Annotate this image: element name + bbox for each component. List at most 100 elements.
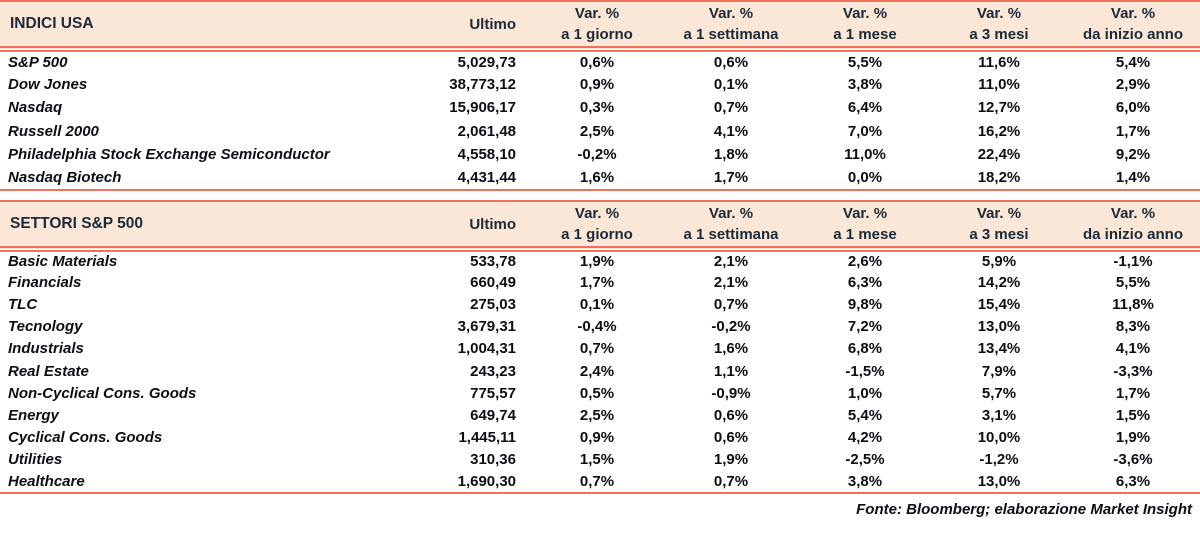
ultimo-value: 5,029,73 (457, 53, 516, 71)
ultimo-value: 3,679,31 (457, 318, 516, 336)
table-row: Financials 660,49 1,7% 2,1% 6,3% 14,2% 5,5% (0, 271, 1200, 293)
var-value: -1,1% (1113, 253, 1153, 271)
var-value: 2,4% (579, 362, 615, 380)
var-label: Var. % (708, 5, 754, 22)
var-period-label: a 1 mese (833, 26, 897, 43)
var-value: -0,4% (577, 318, 617, 336)
var-label: Var. % (708, 205, 754, 222)
table-row: Dow Jones 38,773,12 0,9% 0,1% 3,8% 11,0% 2,9% (0, 73, 1200, 97)
var-value: 0,7% (579, 340, 615, 358)
var-value: 5,5% (847, 53, 883, 71)
var-period-label: a 3 mesi (969, 26, 1029, 43)
var-value: 0,6% (713, 406, 749, 424)
var-label: Var. % (1110, 205, 1156, 222)
var-value: 0,9% (579, 429, 615, 447)
var-value: 2,9% (1115, 75, 1151, 93)
table-row: Utilities 310,36 1,5% 1,9% -2,5% -1,2% -3,6% (0, 449, 1200, 471)
var-value: 18,2% (932, 166, 1066, 191)
var-value: 6,4% (847, 99, 883, 117)
header-row: SETTORI S&P 500 Ultimo Var. % a 1 giorno… (0, 201, 1200, 252)
ultimo-value: 15,906,17 (449, 99, 516, 117)
ultimo-value: 4,558,10 (457, 146, 516, 164)
var-value: 11,0% (844, 146, 886, 164)
var-value: 9,2% (1115, 146, 1151, 164)
var-value: 1,5% (1115, 406, 1151, 424)
column-header-ultimo: Ultimo (440, 201, 530, 252)
var-value: 8,3% (1115, 318, 1151, 336)
ultimo-value: 1,004,31 (457, 340, 516, 358)
table-gap (0, 191, 1200, 200)
var-period-label: a 1 mese (833, 226, 897, 243)
var-value: 1,7% (664, 166, 798, 191)
row-label: Non-Cyclical Cons. Goods (8, 384, 197, 402)
row-label: Healthcare (0, 470, 440, 495)
var-value: 2,1% (713, 253, 749, 271)
ultimo-value: 1,690,30 (440, 470, 530, 495)
column-header-var-3m: Var. % a 3 mesi (932, 201, 1066, 252)
var-value: 6,0% (1115, 99, 1151, 117)
var-value: 11,8% (1112, 295, 1154, 313)
var-label: Var. % (574, 205, 620, 222)
var-value: 1,4% (1066, 166, 1200, 191)
indici-usa-table: INDICI USA Ultimo Var. % a 1 giorno Var.… (0, 0, 1200, 191)
var-value: 9,8% (847, 295, 883, 313)
table-row: Basic Materials 533,78 1,9% 2,1% 2,6% 5,9% -1,… (0, 249, 1200, 271)
var-period-label: a 1 settimana (683, 226, 779, 243)
var-value: 11,0% (978, 75, 1020, 93)
var-value: -0,2% (577, 146, 617, 164)
var-value: 1,7% (1115, 384, 1151, 402)
var-value: 5,5% (1115, 273, 1151, 291)
var-label: Var. % (574, 5, 620, 22)
var-value: 1,6% (713, 340, 749, 358)
row-label: Cyclical Cons. Goods (8, 429, 163, 447)
var-period-label: a 1 giorno (561, 26, 633, 43)
var-value: 5,4% (847, 406, 883, 424)
row-label: Basic Materials (8, 253, 118, 271)
header-row: INDICI USA Ultimo Var. % a 1 giorno Var.… (0, 1, 1200, 52)
table-row: Healthcare 1,690,30 0,7% 0,7% 3,8% 13,0% 6,3% (0, 470, 1200, 495)
var-value: 0,7% (713, 295, 749, 313)
var-label: Var. % (842, 5, 888, 22)
var-value: 0,1% (713, 75, 749, 93)
var-value: 0,6% (579, 53, 615, 71)
row-label: Utilities (8, 451, 63, 469)
var-value: 1,6% (530, 166, 664, 191)
ultimo-value: 38,773,12 (449, 75, 516, 93)
var-value: -0,9% (711, 384, 751, 402)
var-value: 1,7% (579, 273, 615, 291)
var-period-label: a 3 mesi (969, 226, 1029, 243)
var-value: 4,1% (713, 122, 749, 140)
var-value: 13,0% (932, 470, 1066, 495)
var-label: Var. % (842, 205, 888, 222)
var-value: 13,0% (977, 318, 1021, 336)
indici-usa-rows: S&P 500 5,029,73 0,6% 0,6% 5,5% 11,6% 5,4% Dow … (0, 49, 1200, 191)
var-value: 2,1% (713, 273, 749, 291)
table-row: Real Estate 243,23 2,4% 1,1% -1,5% 7,9% -3,3% (0, 360, 1200, 382)
var-value: -1,2% (979, 451, 1019, 469)
var-value: -2,5% (845, 451, 885, 469)
var-value: 6,3% (1066, 470, 1200, 495)
var-value: 0,5% (579, 384, 615, 402)
table-row: Philadelphia Stock Exchange Semiconducto… (0, 143, 1200, 167)
table-row: Cyclical Cons. Goods 1,445,11 0,9% 0,6% 4,2%… (0, 427, 1200, 449)
var-value: 2,5% (579, 406, 615, 424)
var-value: 22,4% (977, 146, 1021, 164)
var-value: 1,5% (579, 451, 615, 469)
row-label: S&P 500 (8, 53, 68, 71)
table-title: SETTORI S&P 500 (0, 201, 440, 252)
var-value: 2,6% (847, 253, 883, 271)
row-label: Russell 2000 (8, 122, 99, 140)
var-value: 13,4% (977, 340, 1021, 358)
row-label: Nasdaq Biotech (0, 166, 440, 191)
var-value: 1,0% (847, 384, 883, 402)
var-period-label: da inizio anno (1083, 26, 1183, 43)
var-value: -0,2% (711, 318, 751, 336)
row-label: Nasdaq (8, 99, 63, 117)
ultimo-value: 275,03 (470, 295, 516, 313)
row-label: Financials (8, 273, 82, 291)
table-title: INDICI USA (0, 1, 440, 52)
ultimo-value: 310,36 (470, 451, 516, 469)
ultimo-value: 243,23 (470, 362, 516, 380)
var-value: 1,9% (1115, 429, 1151, 447)
var-value: 0,1% (579, 295, 615, 313)
